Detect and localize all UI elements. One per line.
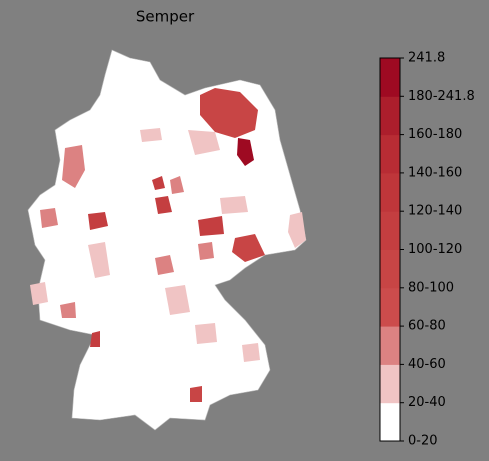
colorbar-band (380, 211, 400, 250)
colorbar-band (380, 364, 400, 404)
region (152, 176, 165, 190)
colorbar-band (380, 172, 400, 212)
region (165, 285, 190, 315)
region (220, 196, 248, 214)
region (232, 234, 265, 262)
colorbar-label: 100-120 (408, 242, 462, 257)
region (155, 196, 172, 214)
region (90, 331, 100, 347)
colorbar-label: 60-80 (408, 319, 446, 334)
region (200, 88, 258, 138)
region (155, 255, 174, 275)
region (195, 323, 217, 344)
germany-map (27, 49, 307, 431)
region (242, 343, 260, 362)
colorbar-band (380, 249, 400, 289)
colorbar-band (380, 326, 400, 365)
region (288, 212, 306, 248)
colorbar-label: 40-60 (408, 357, 446, 372)
region (198, 216, 224, 236)
colorbar-band (380, 287, 400, 327)
region (170, 176, 184, 194)
colorbar-label: 180-241.8 (408, 89, 475, 104)
colorbar-label: 80-100 (408, 280, 454, 295)
colorbar-band (380, 134, 400, 174)
colorbar-band (380, 96, 400, 136)
region (188, 130, 220, 155)
map-title: Semper (136, 8, 195, 26)
colorbar-label: 120-140 (408, 204, 462, 219)
colorbar-label: 0-20 (408, 434, 438, 449)
colorbar-label: 160-180 (408, 127, 462, 142)
region (62, 145, 85, 188)
region (88, 212, 108, 230)
region (88, 242, 110, 278)
colorbar-label: 241.8 (408, 51, 445, 66)
region (40, 208, 58, 228)
colorbar-label: 140-160 (408, 165, 462, 180)
colorbar-band (380, 58, 400, 97)
region (190, 386, 202, 402)
region (30, 282, 48, 305)
colorbar-label: 20-40 (408, 395, 446, 410)
region (140, 128, 162, 142)
colorbar-band (380, 402, 400, 442)
region (237, 138, 254, 166)
region (198, 242, 214, 260)
region (60, 302, 76, 318)
